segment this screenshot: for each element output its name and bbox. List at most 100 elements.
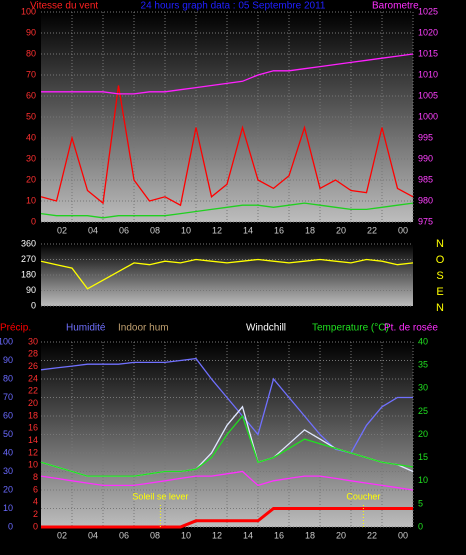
x-tick-label: 16 [274, 225, 284, 235]
x-tick-label: 00 [398, 225, 408, 235]
compass-label: E [436, 286, 443, 298]
y-tick-label: 20 [26, 174, 36, 184]
x-tick-label: 02 [57, 530, 67, 540]
y3-tick-label: 28 [28, 349, 38, 359]
x-tick-label: 12 [212, 530, 222, 540]
x-tick-label: 20 [336, 530, 346, 540]
y3-tick-label: 4 [33, 497, 38, 507]
x-tick-label: 14 [243, 530, 253, 540]
y2-tick-label: 35 [418, 360, 428, 370]
y3-tick-label: 20 [28, 398, 38, 408]
series-line [40, 470, 414, 491]
series-line [40, 202, 414, 219]
y2-tick-label: 990 [418, 153, 433, 163]
x-tick-label: 20 [336, 225, 346, 235]
y2-tick-label: 980 [418, 195, 433, 205]
y2-tick-label: 20 [418, 429, 428, 439]
y-tick-label: 100 [0, 336, 13, 346]
legend-label: Windchill [246, 323, 286, 334]
y-tick-label: 90 [3, 355, 13, 365]
y-tick-label: 60 [3, 410, 13, 420]
legend-label: Barometre [372, 1, 419, 12]
y2-tick-label: 1005 [418, 90, 438, 100]
legend-label: Pt. de rosée [384, 323, 438, 334]
x-tick-label: 14 [243, 225, 253, 235]
x-tick-label: 12 [212, 225, 222, 235]
y-tick-label: 90 [26, 27, 36, 37]
y2-tick-label: 15 [418, 452, 428, 462]
series-line [41, 53, 414, 95]
y3-tick-label: 8 [33, 472, 38, 482]
y2-tick-label: 40 [418, 336, 428, 346]
x-tick-label: 04 [88, 225, 98, 235]
legend-label: Vitesse du vent [30, 1, 98, 12]
legend-label: Précip. [0, 323, 31, 334]
y-tick-label: 90 [26, 285, 36, 295]
y2-tick-label: 25 [418, 406, 428, 416]
y3-tick-label: 10 [28, 460, 38, 470]
y-tick-label: 10 [26, 195, 36, 205]
y2-tick-label: 1020 [418, 27, 438, 37]
y-tick-label: 180 [21, 269, 36, 279]
y2-tick-label: 975 [418, 216, 433, 226]
x-tick-label: 10 [181, 225, 191, 235]
y-tick-label: 70 [3, 392, 13, 402]
series-line [40, 85, 414, 207]
y3-tick-label: 22 [28, 386, 38, 396]
y-tick-label: 80 [3, 373, 13, 383]
x-tick-label: 06 [119, 225, 129, 235]
y2-tick-label: 995 [418, 132, 433, 142]
y2-tick-label: 5 [418, 498, 423, 508]
y-tick-label: 50 [3, 429, 13, 439]
x-tick-label: 02 [57, 225, 67, 235]
x-tick-label: 06 [119, 530, 129, 540]
y3-tick-label: 26 [28, 361, 38, 371]
y3-tick-label: 30 [28, 336, 38, 346]
y2-tick-label: 0 [418, 521, 423, 531]
x-tick-label: 08 [150, 225, 160, 235]
y-tick-label: 40 [26, 132, 36, 142]
y3-tick-label: 6 [33, 484, 38, 494]
y2-tick-label: 30 [418, 383, 428, 393]
y2-tick-label: 985 [418, 174, 433, 184]
series-line [40, 258, 414, 290]
annotation: Coucher [346, 491, 380, 501]
y-tick-label: 0 [31, 300, 36, 310]
y-tick-label: 70 [26, 69, 36, 79]
y3-tick-label: 24 [28, 373, 38, 383]
y-tick-label: 10 [3, 503, 13, 513]
series-line [41, 507, 413, 529]
legend-label: Temperature (°C) [312, 323, 389, 334]
x-tick-label: 00 [398, 530, 408, 540]
y-tick-label: 20 [3, 484, 13, 494]
x-tick-label: 18 [305, 225, 315, 235]
y2-tick-label: 1025 [418, 6, 438, 16]
y-tick-label: 40 [3, 447, 13, 457]
x-tick-label: 04 [88, 530, 98, 540]
y2-tick-label: 1000 [418, 111, 438, 121]
annotation: Soleil se lever [132, 491, 188, 501]
y-tick-label: 60 [26, 90, 36, 100]
y3-tick-label: 2 [33, 509, 38, 519]
compass-label: N [436, 238, 444, 250]
y-tick-label: 100 [21, 6, 36, 16]
y-tick-label: 0 [31, 216, 36, 226]
x-tick-label: 22 [367, 225, 377, 235]
x-tick-label: 16 [274, 530, 284, 540]
x-tick-label: 10 [181, 530, 191, 540]
y-tick-label: 360 [21, 238, 36, 248]
y2-tick-label: 1015 [418, 48, 438, 58]
y-tick-label: 30 [3, 466, 13, 476]
y-tick-label: 50 [26, 111, 36, 121]
compass-label: S [436, 270, 443, 282]
series-line [40, 414, 414, 477]
compass-label: O [436, 254, 445, 266]
x-tick-label: 18 [305, 530, 315, 540]
y-tick-label: 0 [8, 521, 13, 531]
y-tick-label: 30 [26, 153, 36, 163]
y3-tick-label: 14 [28, 435, 38, 445]
y3-tick-label: 12 [28, 447, 38, 457]
y-tick-label: 270 [21, 254, 36, 264]
y2-tick-label: 10 [418, 475, 428, 485]
